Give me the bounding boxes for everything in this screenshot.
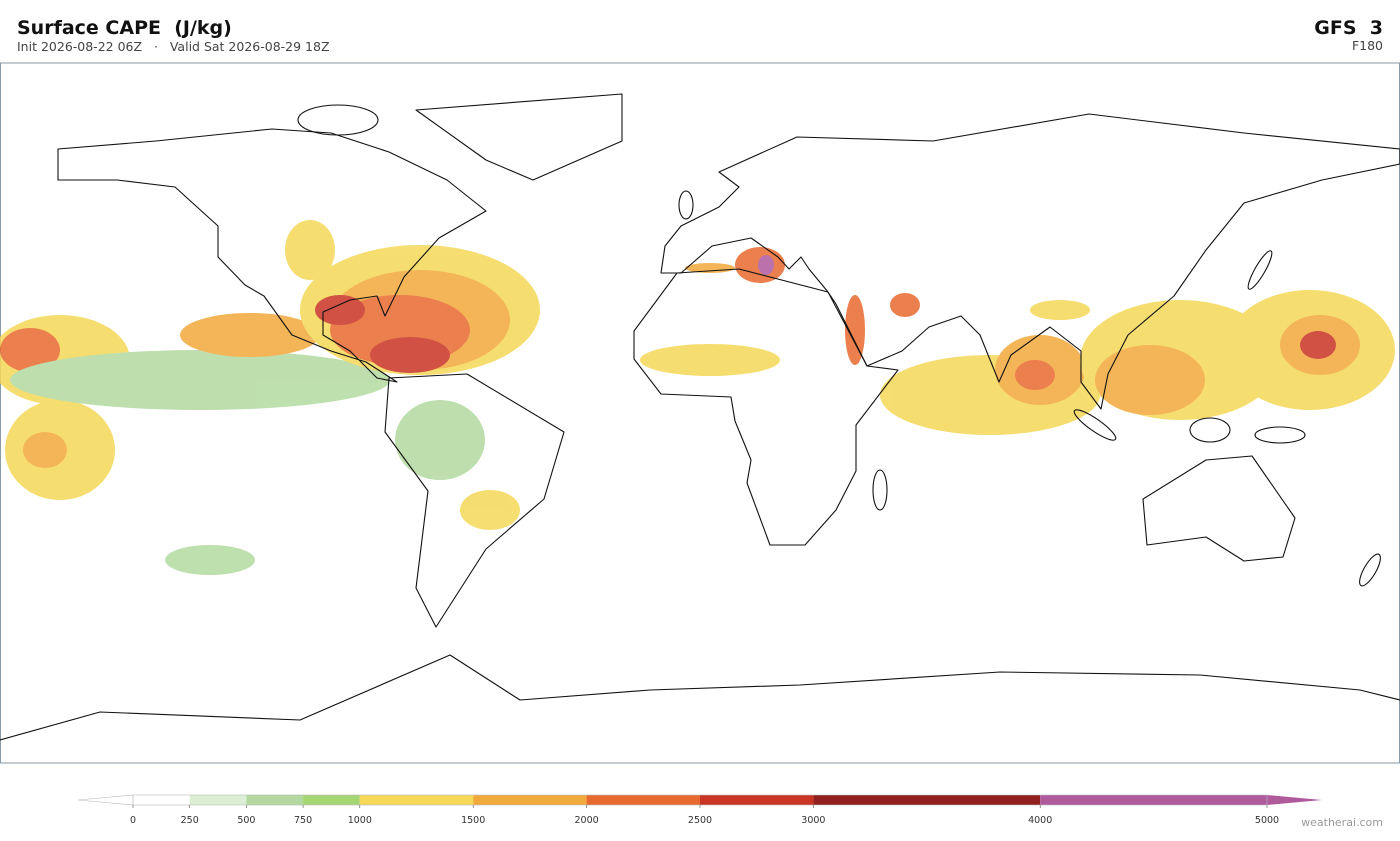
model-name: GFS 3 [1314,17,1383,39]
colorbar-bin [246,795,304,805]
title: Surface CAPE (J/kg) [17,17,232,39]
colorbar-bin [813,795,1041,805]
colorbar-tick-label: 0 [130,815,136,826]
colorbar-tick-label: 500 [237,815,255,826]
colorbar-tick-label: 750 [294,815,312,826]
colorbar-tick-label: 250 [181,815,199,826]
colorbar-bin [189,795,247,805]
colorbar-tick-label: 4000 [1028,815,1052,826]
colorbar: 0 250 500 750 1000 1500 2000 2500 3000 4000 5000 [77,794,1322,826]
colorbar-over [1267,795,1322,805]
colorbar-tick-label: 3000 [801,815,825,826]
colorbar-tick-label: 2500 [688,815,712,826]
colorbar-tick-label: 2000 [575,815,599,826]
colorbar-tick-label: 1500 [461,815,485,826]
cape-field [0,220,1395,575]
colorbar-bin [359,795,474,805]
colorbar-bin [586,795,700,805]
map [0,62,1400,764]
subtitle: Init 2026-08-22 06Z · Valid Sat 2026-08-… [17,39,330,54]
forecast-hour: F180 [1352,38,1383,53]
colorbar-under [77,794,134,806]
colorbar-bin [303,795,360,805]
colorbar-bin [700,795,814,805]
coastlines [0,93,1400,741]
colorbar-bin [1040,795,1267,805]
watermark: weatherai.com [1301,816,1383,829]
colorbar-bin [473,795,587,805]
colorbar-bin [133,795,190,805]
colorbar-tick-label: 1000 [348,815,372,826]
colorbar-tick-label: 5000 [1255,815,1279,826]
